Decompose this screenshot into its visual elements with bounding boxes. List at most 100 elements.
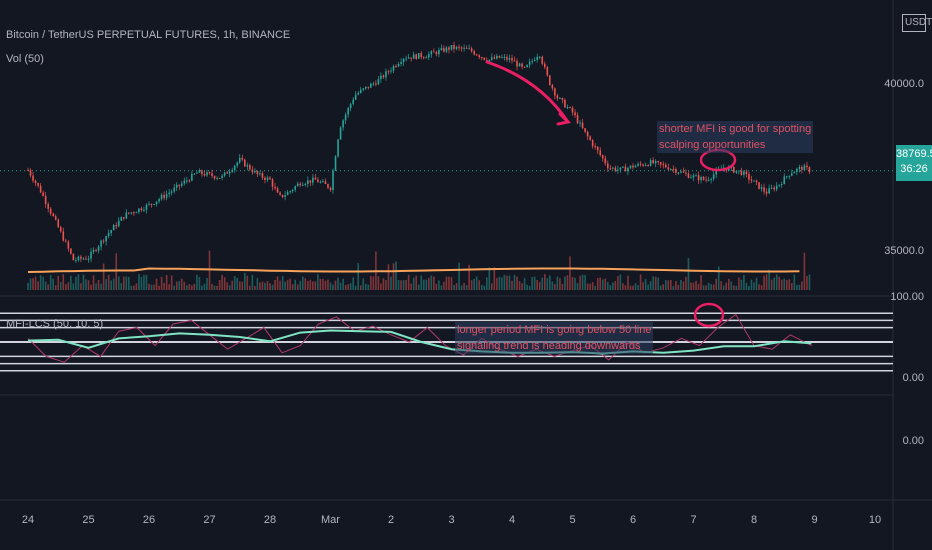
volume-bar <box>430 275 433 290</box>
candle-body <box>657 161 660 163</box>
candle-body <box>559 97 561 99</box>
currency-button[interactable]: USDT <box>902 14 932 32</box>
candle-body <box>193 173 196 175</box>
candle-body <box>564 99 566 108</box>
volume-bar <box>72 283 75 290</box>
volume-bar <box>47 284 49 290</box>
annotation-arrowhead <box>556 112 572 126</box>
volume-bar <box>279 280 281 290</box>
volume-bar <box>533 276 536 290</box>
volume-bar <box>271 284 274 290</box>
volume-bar <box>589 283 591 290</box>
candle-body <box>705 179 707 181</box>
candles <box>27 41 811 263</box>
volume-bar <box>67 282 70 290</box>
candle-body <box>682 171 685 173</box>
candle-body <box>455 46 458 49</box>
volume-bar <box>233 275 236 290</box>
candle-body <box>122 217 125 219</box>
candle-body <box>586 131 589 137</box>
volume-bar <box>307 280 309 290</box>
candle-body <box>619 167 622 170</box>
candle-body <box>808 167 811 172</box>
candle-body <box>569 107 571 109</box>
volume-bar <box>107 274 110 290</box>
candle-body <box>380 75 382 80</box>
volume-legend[interactable]: Vol (50) <box>6 53 44 65</box>
candle-body <box>667 167 670 170</box>
candle-body <box>299 183 302 186</box>
candle-body <box>579 122 581 124</box>
candle-body <box>249 165 251 170</box>
x-tick-label: 3 <box>448 514 455 526</box>
candle-body <box>115 225 118 227</box>
volume-bar <box>559 278 561 290</box>
indicator-legend[interactable]: MFI-LCS (50, 10, 5) <box>6 318 104 330</box>
volume-bar <box>478 280 481 290</box>
volume-bar <box>410 283 412 290</box>
candle-body <box>382 75 385 78</box>
volume-bar <box>286 280 289 290</box>
candle-body <box>690 177 692 179</box>
volume-bar <box>594 285 596 290</box>
candle-body <box>576 115 579 124</box>
x-tick-label: 24 <box>21 514 35 526</box>
candle-body <box>480 57 483 59</box>
volume-bar <box>284 281 286 290</box>
volume-bar <box>112 278 115 290</box>
candle-body <box>332 170 334 190</box>
volume-bar <box>710 284 712 290</box>
x-tick-label: 25 <box>82 514 95 526</box>
volume-bar <box>281 276 284 290</box>
candle-body <box>274 186 276 189</box>
volume-bar <box>95 283 97 290</box>
candle-body <box>584 128 586 132</box>
candle-body <box>261 173 264 178</box>
candle-body <box>738 170 740 172</box>
candle-body <box>49 208 52 214</box>
volume-bar <box>624 285 627 290</box>
candle-body <box>765 191 768 194</box>
candle-body <box>735 170 738 173</box>
candle-body <box>203 174 206 176</box>
volume-bar <box>803 252 806 290</box>
volume-bar <box>470 280 473 290</box>
candle-body <box>604 158 607 164</box>
volume-bar <box>238 281 241 290</box>
candle-body <box>634 165 637 168</box>
candle-body <box>279 192 281 195</box>
candle-body <box>743 171 745 175</box>
symbol-title[interactable]: Bitcoin / TetherUS PERPETUAL FUTURES, 1h… <box>6 29 291 41</box>
candle-body <box>163 194 165 198</box>
annotation-long-mfi[interactable]: longer period MFI is going below 50 line… <box>455 322 654 354</box>
candle-body <box>52 213 55 217</box>
volume-bar <box>299 280 302 290</box>
volume-bar <box>27 282 29 290</box>
mfi-axis-upper: 100.00 <box>890 291 924 303</box>
volume-bar <box>370 275 372 290</box>
x-tick-label: 8 <box>750 514 758 526</box>
candle-body <box>160 194 163 200</box>
volume-bar <box>102 263 105 290</box>
x-tick-label: 28 <box>263 514 277 526</box>
volume-bar <box>65 284 67 290</box>
volume-bar <box>332 284 334 290</box>
volume-bar <box>400 280 402 290</box>
volume-bar <box>733 285 735 290</box>
candle-body <box>264 177 266 180</box>
candle-body <box>763 187 765 192</box>
volume-bar <box>261 281 264 290</box>
volume-bar <box>387 264 390 290</box>
candle-body <box>538 56 541 58</box>
annotation-short-mfi[interactable]: shorter MFI is good for spotting scalpin… <box>657 121 814 153</box>
volume-bar <box>347 284 349 290</box>
volume-bar <box>294 279 297 290</box>
candle-body <box>233 165 236 170</box>
volume-bar <box>647 284 649 290</box>
candle-body <box>791 173 793 176</box>
candle-body <box>687 173 690 178</box>
candle-body <box>211 173 213 176</box>
candle-body <box>793 171 796 174</box>
